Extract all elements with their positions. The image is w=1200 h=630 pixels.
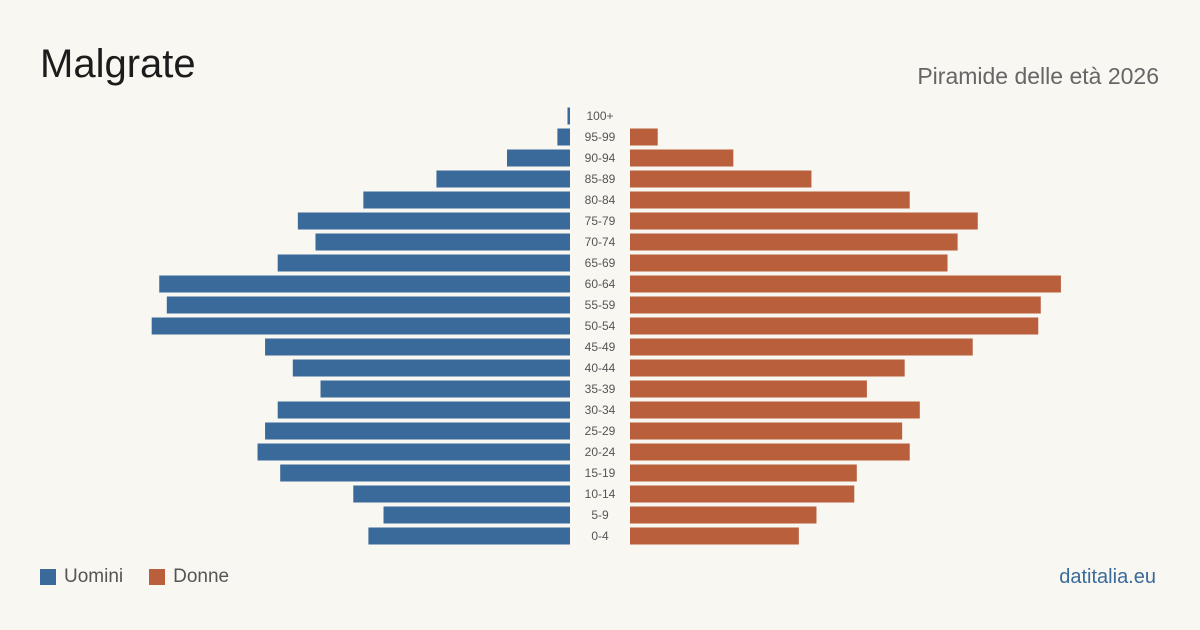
age-label-5-9: 5-9: [591, 508, 609, 522]
age-label-40-44: 40-44: [585, 361, 616, 375]
age-label-100+: 100+: [586, 109, 613, 123]
bar-male-5-9: [383, 506, 570, 524]
legend-label-female: Donne: [173, 566, 230, 587]
bar-male-90-94: [507, 149, 570, 167]
bar-male-100+: [567, 107, 570, 125]
age-label-85-89: 85-89: [585, 172, 616, 186]
page-title: Malgrate: [40, 42, 196, 86]
age-label-20-24: 20-24: [585, 445, 616, 459]
age-label-45-49: 45-49: [585, 340, 616, 354]
bar-male-85-89: [436, 170, 570, 188]
bar-male-40-44: [292, 359, 570, 377]
bar-female-30-34: [630, 401, 920, 419]
bar-female-65-69: [630, 254, 948, 272]
bar-female-55-59: [630, 296, 1041, 314]
bar-male-30-34: [277, 401, 570, 419]
bar-male-95-99: [557, 128, 570, 146]
age-label-50-54: 50-54: [585, 319, 616, 333]
age-label-95-99: 95-99: [585, 130, 616, 144]
bar-male-0-4: [368, 527, 570, 545]
bar-male-50-54: [151, 317, 570, 335]
bar-male-55-59: [166, 296, 571, 314]
chart-legend: Uomini Donne: [40, 566, 255, 588]
bar-male-65-69: [277, 254, 570, 272]
bar-male-10-14: [353, 485, 570, 503]
bar-male-35-39: [320, 380, 570, 398]
bar-female-85-89: [630, 170, 812, 188]
bar-female-90-94: [630, 149, 734, 167]
bar-female-95-99: [630, 128, 658, 146]
bar-male-15-19: [280, 464, 570, 482]
bar-male-25-29: [265, 422, 570, 440]
age-label-30-34: 30-34: [585, 403, 616, 417]
age-label-60-64: 60-64: [585, 277, 616, 291]
bar-female-40-44: [630, 359, 905, 377]
bar-male-70-74: [315, 233, 570, 251]
bar-female-15-19: [630, 464, 857, 482]
bar-female-50-54: [630, 317, 1039, 335]
chart-subtitle: Piramide delle età 2026: [917, 63, 1159, 89]
age-label-55-59: 55-59: [585, 298, 616, 312]
age-label-0-4: 0-4: [591, 529, 609, 543]
bar-female-60-64: [630, 275, 1061, 293]
bar-male-60-64: [159, 275, 571, 293]
age-label-90-94: 90-94: [585, 151, 616, 165]
age-label-15-19: 15-19: [585, 466, 616, 480]
legend-swatch-female: [149, 569, 166, 585]
bar-male-45-49: [265, 338, 570, 356]
bar-female-70-74: [630, 233, 958, 251]
legend-item-male: Uomini: [40, 566, 123, 588]
age-label-10-14: 10-14: [585, 487, 616, 501]
bar-female-20-24: [630, 443, 910, 461]
bar-female-0-4: [630, 527, 799, 545]
bar-female-45-49: [630, 338, 973, 356]
legend-label-male: Uomini: [64, 566, 124, 587]
age-label-25-29: 25-29: [585, 424, 616, 438]
source-link[interactable]: datitalia.eu: [1059, 566, 1156, 588]
bar-male-80-84: [363, 191, 570, 209]
bar-female-35-39: [630, 380, 867, 398]
legend-swatch-male: [40, 569, 56, 585]
bar-male-75-79: [297, 212, 570, 230]
bar-female-5-9: [630, 506, 817, 524]
bar-female-25-29: [630, 422, 903, 440]
legend-item-female: Donne: [149, 566, 229, 588]
age-label-80-84: 80-84: [585, 193, 616, 207]
age-label-75-79: 75-79: [585, 214, 616, 228]
bar-male-20-24: [257, 443, 570, 461]
bar-female-10-14: [630, 485, 855, 503]
age-label-35-39: 35-39: [585, 382, 616, 396]
age-label-65-69: 65-69: [585, 256, 616, 270]
bar-female-75-79: [630, 212, 978, 230]
bar-female-80-84: [630, 191, 910, 209]
age-label-70-74: 70-74: [585, 235, 616, 249]
